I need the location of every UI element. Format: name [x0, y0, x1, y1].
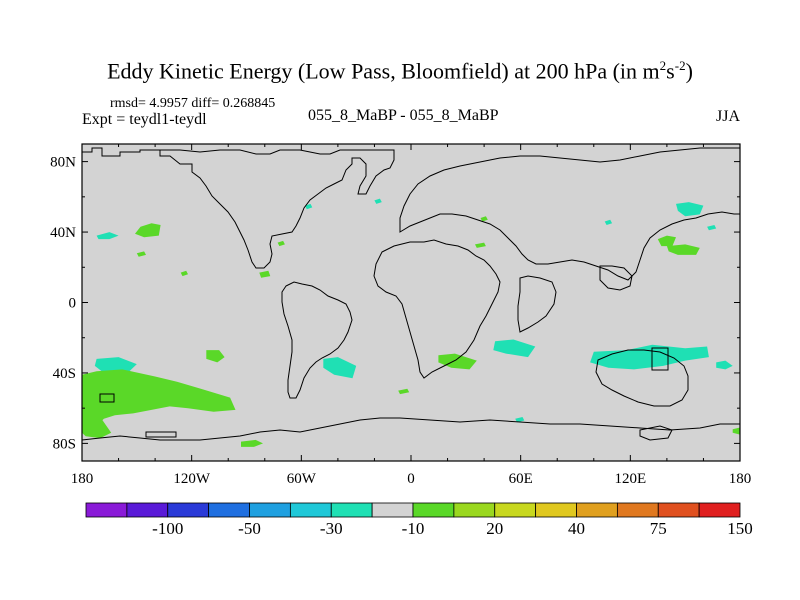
axis-layer: 180 120W 60W 0 60E 120E 180 80N 40N 0 40S 80S	[50, 144, 751, 487]
coastline-8	[81, 417, 741, 462]
anomaly-aus-neg	[590, 344, 709, 370]
colorbar-swatch	[371, 502, 414, 518]
colorbar-label: 150	[727, 519, 753, 538]
colorbar-swatch	[249, 502, 291, 518]
coastline-5	[595, 349, 689, 407]
anomaly-satl-neg	[323, 357, 357, 379]
y-tick-label: 40S	[53, 366, 76, 382]
y-tick-label: 0	[69, 296, 77, 312]
x-tick-label: 60E	[509, 471, 533, 487]
colorbar-label: -50	[238, 519, 261, 538]
y-tick-label: 40N	[50, 225, 76, 241]
colorbar-label: -30	[320, 519, 343, 538]
colorbar-swatch	[616, 502, 659, 518]
colorbar-swatch	[330, 502, 373, 518]
anomaly-sa-pos	[438, 353, 477, 370]
coastline-0	[81, 144, 395, 269]
colorbar-label: 20	[486, 519, 503, 538]
map-plot-area	[81, 143, 741, 462]
coastline-1	[281, 281, 353, 399]
coastline-7	[145, 431, 177, 438]
anomaly-natl-neg-small	[305, 203, 313, 210]
season-label: JJA	[716, 108, 741, 125]
anomaly-npac-west-neg	[96, 232, 119, 240]
coastline-3	[399, 147, 741, 281]
colorbar-swatch	[535, 502, 577, 518]
colorbar-swatch	[208, 502, 250, 518]
anomaly-pac-neg-small	[707, 225, 717, 231]
x-tick-label: 180	[729, 471, 752, 487]
colorbar-swatch	[289, 502, 332, 518]
map-background	[82, 144, 740, 461]
colorbar: -100 -50 -30 -10 20 40 75 150	[85, 502, 753, 538]
anomaly-indian-neg	[493, 339, 536, 358]
colorbar-swatch	[657, 502, 700, 518]
anomaly-japan-pos	[657, 235, 676, 247]
x-tick-label: 120E	[614, 471, 646, 487]
stats-label: rmsd= 4.9957 diff= 0.268845	[110, 96, 276, 111]
x-tick-label: 0	[407, 471, 415, 487]
anomaly-spac-pos-mid	[206, 350, 225, 363]
y-tick-label: 80N	[50, 155, 76, 171]
colorbar-label: -100	[152, 519, 183, 538]
anomaly-npac-east-small	[180, 270, 188, 277]
anomaly-japan-pos2	[666, 244, 700, 255]
colorbar-swatch	[453, 502, 496, 518]
x-tick-label: 180	[71, 471, 94, 487]
coastline-layer	[81, 144, 741, 462]
colorbar-swatch	[494, 502, 537, 518]
anomaly-mexico-pos	[259, 270, 271, 278]
coastline-6	[599, 265, 633, 291]
anomaly-satl-small-pos	[398, 388, 410, 395]
y-tick-label: 80S	[53, 436, 76, 452]
anomaly-med-pos	[480, 216, 488, 222]
x-tick-label: 60W	[287, 471, 317, 487]
coastline-10	[651, 347, 669, 371]
anomaly-npac-neg-east	[604, 219, 613, 225]
anomaly-spac-pos-big	[82, 369, 236, 426]
coastline-11	[99, 393, 115, 403]
anomaly-layer	[82, 198, 740, 447]
anomaly-npac-west-pos	[135, 223, 161, 238]
case-label: 055_8_MaBP - 055_8_MaBP	[308, 107, 499, 124]
colorbar-swatch	[698, 502, 741, 518]
colorbar-swatch	[126, 502, 169, 518]
colorbar-swatch	[576, 502, 618, 518]
anomaly-gulf-pos	[277, 240, 285, 247]
anomaly-spac-neg	[94, 357, 137, 373]
anomaly-npac-small-pos	[136, 251, 146, 257]
coastline-9	[639, 425, 673, 441]
experiment-label: Expt = teydl1-teydl	[82, 111, 207, 128]
anomaly-spac-neg-e	[716, 360, 733, 370]
anomaly-antarctic-pos	[241, 439, 263, 447]
coastline-4	[517, 275, 557, 333]
colorbar-swatch	[85, 502, 128, 518]
anomaly-dateline-pos	[732, 427, 740, 435]
anomaly-asia-pos	[475, 242, 486, 248]
anomaly-antarctic-neg	[515, 417, 525, 423]
anomaly-japan-neg	[676, 202, 704, 217]
colorbar-label: -10	[402, 519, 425, 538]
x-tick-label: 120W	[173, 471, 211, 487]
chart-title: Eddy Kinetic Energy (Low Pass, Bloomfiel…	[107, 58, 693, 84]
coastline-2	[373, 239, 501, 379]
anomaly-spac-pos-lower	[82, 411, 112, 439]
colorbar-label: 75	[650, 519, 667, 538]
colorbar-swatch	[167, 502, 210, 518]
colorbar-swatch	[412, 502, 455, 518]
anomaly-natl-neg	[374, 198, 382, 204]
colorbar-label: 40	[568, 519, 585, 538]
